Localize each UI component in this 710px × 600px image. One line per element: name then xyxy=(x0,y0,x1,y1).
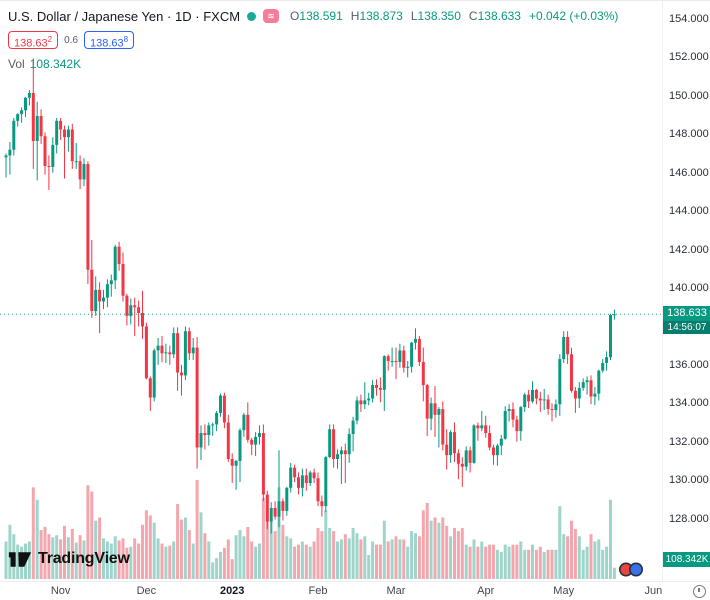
low-value: 138.350 xyxy=(417,9,461,23)
chart-legend: U.S. Dollar / Japanese Yen · 1D · FXCM ≋… xyxy=(8,7,618,71)
price-tick-label: 140.000 xyxy=(669,282,709,294)
spread-value: 0.6 xyxy=(64,34,79,46)
price-tick-label: 150.000 xyxy=(669,89,709,102)
high-value: 138.873 xyxy=(359,9,403,23)
market-status-icon[interactable] xyxy=(247,11,257,21)
price-axis[interactable]: 138.633 14:56:07 108.342K 154.000 152.000… xyxy=(662,1,710,581)
price-tick-label: 144.000 xyxy=(669,205,709,218)
time-tick-label: May xyxy=(553,585,575,597)
close-value: 138.633 xyxy=(477,9,521,23)
symbol-title[interactable]: U.S. Dollar / Japanese Yen · 1D · FXCM xyxy=(8,8,241,24)
glasses-sticker-icon xyxy=(618,561,644,583)
close-label: C xyxy=(468,9,478,23)
volume-value: 108.342K xyxy=(29,57,82,71)
chart-plot-area[interactable]: U.S. Dollar / Japanese Yen · 1D · FXCM ≋… xyxy=(0,1,662,581)
ohlc-readout: O138.591 H138.873 L138.350 C138.633 +0.0… xyxy=(290,9,618,23)
sell-bid-button[interactable]: 138.632 xyxy=(8,31,59,50)
last-volume-badge: 108.342K xyxy=(663,551,710,567)
price-tick-label: 136.000 xyxy=(669,358,709,371)
tradingview-logo[interactable]: TradingView xyxy=(8,550,130,568)
price-tick-label: 146.000 xyxy=(669,166,709,179)
instrument-logo-icon[interactable]: ≋ xyxy=(263,9,280,23)
exchange-label: FXCM xyxy=(203,8,241,24)
time-axis[interactable]: Nov Dec 2023 Feb Mar Apr May Jun xyxy=(0,581,710,600)
timezone-clock-icon[interactable] xyxy=(693,585,706,598)
separator: · xyxy=(167,8,172,24)
change-value: +0.042 (+0.03%) xyxy=(528,9,619,23)
price-tick-label: 134.000 xyxy=(669,397,709,410)
last-price-badge: 138.633 14:56:07 xyxy=(663,306,710,335)
volume-label: Vol xyxy=(8,57,25,71)
low-label: L xyxy=(410,9,418,23)
time-tick-label: Jun xyxy=(644,585,663,597)
price-tick-label: 128.000 xyxy=(669,512,709,525)
candlestick-chart[interactable] xyxy=(0,1,662,581)
tradingview-wordmark: TradingView xyxy=(38,550,130,567)
time-tick-label: Mar xyxy=(386,585,406,597)
high-label: H xyxy=(350,9,360,23)
timeframe-label[interactable]: 1D xyxy=(174,8,192,24)
last-price-value: 138.633 xyxy=(663,306,710,322)
bar-countdown: 14:56:07 xyxy=(663,321,710,335)
price-tick-label: 152.000 xyxy=(669,51,709,64)
volume-row: Vol 108.342K xyxy=(8,57,618,71)
time-tick-label: Dec xyxy=(136,585,157,597)
price-tick-label: 130.000 xyxy=(669,474,709,487)
time-tick-label: Apr xyxy=(477,585,495,597)
open-value: 138.591 xyxy=(299,9,343,23)
price-tick-label: 154.000 xyxy=(669,13,709,25)
price-tick-label: 148.000 xyxy=(669,128,709,141)
buy-ask-button[interactable]: 138.638 xyxy=(84,31,135,50)
time-tick-label: 2023 xyxy=(219,585,245,597)
price-tick-label: 142.000 xyxy=(669,243,709,256)
open-label: O xyxy=(290,9,300,23)
tradingview-logo-icon xyxy=(8,551,32,567)
separator: · xyxy=(195,8,200,24)
time-tick-label: Feb xyxy=(308,585,328,597)
time-tick-label: Nov xyxy=(50,585,71,597)
symbol-row: U.S. Dollar / Japanese Yen · 1D · FXCM ≋… xyxy=(8,7,618,25)
bid-ask-row: 138.632 0.6 138.638 xyxy=(8,31,618,50)
price-tick-label: 132.000 xyxy=(669,435,709,448)
